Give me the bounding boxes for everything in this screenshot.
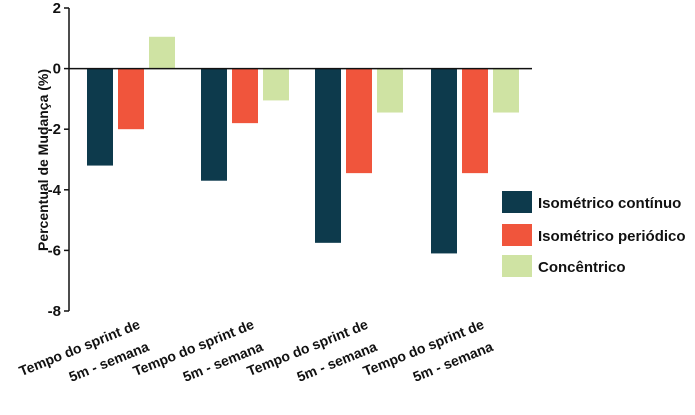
bars-group: [87, 36, 519, 254]
y-tick-label: 2: [53, 0, 61, 17]
bar-3-3: [377, 68, 403, 113]
bar-2-1: [118, 68, 144, 130]
y-ticks-group: 2 0 -2 -4 -6 -8: [48, 0, 69, 320]
bar-3-4: [493, 68, 519, 113]
y-tick-label: -4: [48, 182, 62, 199]
y-tick-label: -6: [48, 242, 61, 259]
bar-3-1: [149, 36, 175, 69]
bar-1-4: [431, 68, 457, 254]
bar-2-2: [232, 68, 258, 124]
bar-3-2: [263, 68, 289, 101]
y-tick-label: 0: [53, 61, 61, 78]
bar-1-1: [87, 68, 113, 166]
legend-label: Concêntrico: [538, 259, 626, 276]
y-axis-title: Percentual de Mudança (%): [35, 69, 51, 251]
legend-swatch: [502, 224, 532, 246]
bar-2-4: [462, 68, 488, 174]
axes-group: [68, 8, 532, 311]
y-tick-label: -8: [48, 303, 61, 320]
bar-1-2: [201, 68, 227, 181]
bar-1-3: [315, 68, 341, 243]
legend-label: Isométrico contínuo: [538, 195, 681, 212]
legend-label: Isométrico periódico: [538, 228, 686, 245]
legend-swatch: [502, 191, 532, 213]
y-tick-label: -2: [48, 121, 61, 138]
bar-2-3: [346, 68, 372, 174]
legend: Isométrico contínuo Isométrico periódico C…: [502, 191, 686, 277]
legend-swatch: [502, 255, 532, 277]
